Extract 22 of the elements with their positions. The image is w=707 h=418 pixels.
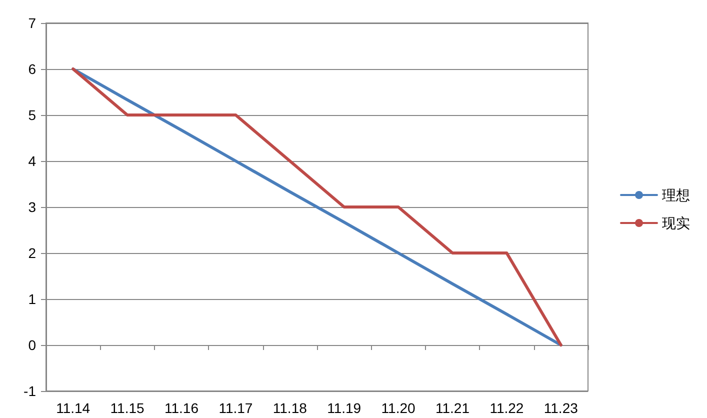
y-tick-label: 1	[28, 291, 36, 307]
line-series	[72, 68, 562, 346]
y-tick-label: 4	[28, 153, 36, 169]
y-tick-label: 7	[28, 15, 36, 31]
y-tick-label: 3	[28, 199, 36, 215]
x-tick-label: 11.21	[436, 400, 470, 416]
x-tick-label: 11.17	[218, 400, 253, 416]
y-tick-label: 2	[28, 245, 36, 261]
x-tick-label: 11.15	[110, 400, 145, 416]
x-tick-label: 11.20	[381, 400, 416, 416]
x-tick-label: 11.14	[56, 400, 90, 416]
x-tick-label: 11.23	[544, 400, 578, 416]
y-tick-label: -1	[24, 383, 36, 399]
legend-label: 现实	[662, 215, 690, 231]
y-tick-label: 5	[28, 107, 36, 123]
x-tick-label: 11.18	[272, 400, 308, 416]
x-tick-label: 11.22	[490, 400, 524, 416]
x-tick-label: 11.16	[164, 400, 199, 416]
y-tick-label: 6	[28, 61, 36, 77]
legend-label: 理想	[662, 187, 690, 203]
x-tick-label: 11.19	[327, 400, 362, 416]
y-tick-label: 0	[28, 337, 36, 353]
